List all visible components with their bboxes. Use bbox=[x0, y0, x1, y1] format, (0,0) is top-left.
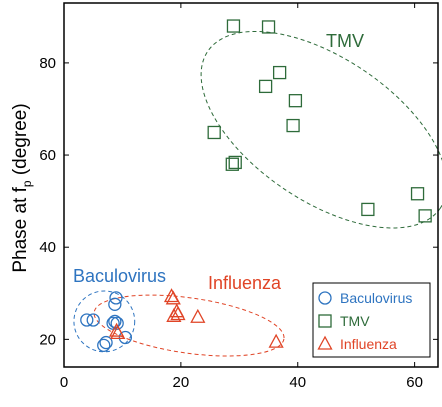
baculovirus-point bbox=[80, 313, 94, 327]
legend-box bbox=[312, 282, 431, 358]
y-axis-title-subscript: p bbox=[20, 180, 34, 187]
cluster-ellipses bbox=[73, 30, 442, 357]
baculovirus-point bbox=[109, 291, 123, 305]
tmv-point bbox=[228, 155, 242, 170]
baculovirus-cluster-ellipse bbox=[73, 290, 136, 353]
axis-ticks: 0 20 40 60 20 40 60 80 bbox=[39, 3, 438, 391]
y-axis-title: Phase at fp (degree) bbox=[10, 103, 34, 272]
legend-label-baculovirus: Baculovirus bbox=[340, 290, 412, 306]
legend-label-tmv: TMV bbox=[340, 313, 370, 329]
legend-label-influenza: Influenza bbox=[340, 336, 397, 352]
y-axis-title-tail: (degree) bbox=[10, 103, 31, 180]
plot-frame bbox=[63, 2, 439, 368]
tmv-point bbox=[410, 187, 425, 201]
annotation-baculovirus: Baculovirus bbox=[73, 266, 166, 286]
legend-marker-baculovirus bbox=[318, 291, 332, 305]
tmv-point bbox=[226, 19, 241, 33]
annotation-influenza: Influenza bbox=[208, 273, 282, 293]
tmv-cluster-ellipse bbox=[200, 30, 442, 229]
baculovirus-point bbox=[110, 316, 124, 330]
x-tick-label: 40 bbox=[289, 374, 306, 391]
y-tick-label: 60 bbox=[39, 147, 56, 164]
data-markers bbox=[80, 19, 432, 352]
tmv-point bbox=[258, 79, 273, 94]
baculovirus-point bbox=[99, 335, 113, 350]
y-tick-label: 40 bbox=[39, 239, 56, 256]
tmv-point bbox=[261, 20, 276, 34]
tmv-point bbox=[286, 118, 300, 133]
tmv-point bbox=[272, 65, 287, 80]
legend: Baculovirus TMV Influenza bbox=[312, 282, 431, 358]
tmv-point bbox=[288, 94, 303, 108]
x-tick-label: 20 bbox=[173, 374, 190, 391]
influenza-point bbox=[190, 308, 206, 323]
y-axis-title-main: Phase at f bbox=[10, 186, 31, 272]
tmv-point bbox=[225, 157, 239, 171]
x-tick-label: 0 bbox=[60, 374, 68, 391]
influenza-point bbox=[110, 324, 126, 340]
baculovirus-point bbox=[118, 330, 133, 345]
influenza-point bbox=[170, 306, 186, 321]
x-tick-label: 60 bbox=[406, 374, 423, 391]
annotation-tmv: TMV bbox=[326, 31, 364, 51]
y-tick-label: 20 bbox=[39, 331, 56, 348]
legend-items: Baculovirus TMV Influenza bbox=[317, 290, 412, 352]
y-tick-label: 80 bbox=[39, 55, 56, 72]
legend-marker-influenza bbox=[317, 335, 333, 350]
influenza-cluster-ellipse bbox=[93, 294, 285, 357]
tmv-point bbox=[207, 125, 221, 140]
baculovirus-point bbox=[97, 338, 111, 352]
baculovirus-point bbox=[86, 313, 100, 327]
legend-marker-tmv bbox=[318, 314, 332, 328]
tmv-point bbox=[418, 209, 432, 223]
tmv-point bbox=[361, 202, 375, 217]
baculovirus-point bbox=[108, 297, 122, 311]
influenza-point bbox=[268, 333, 284, 348]
influenza-point bbox=[165, 290, 181, 305]
